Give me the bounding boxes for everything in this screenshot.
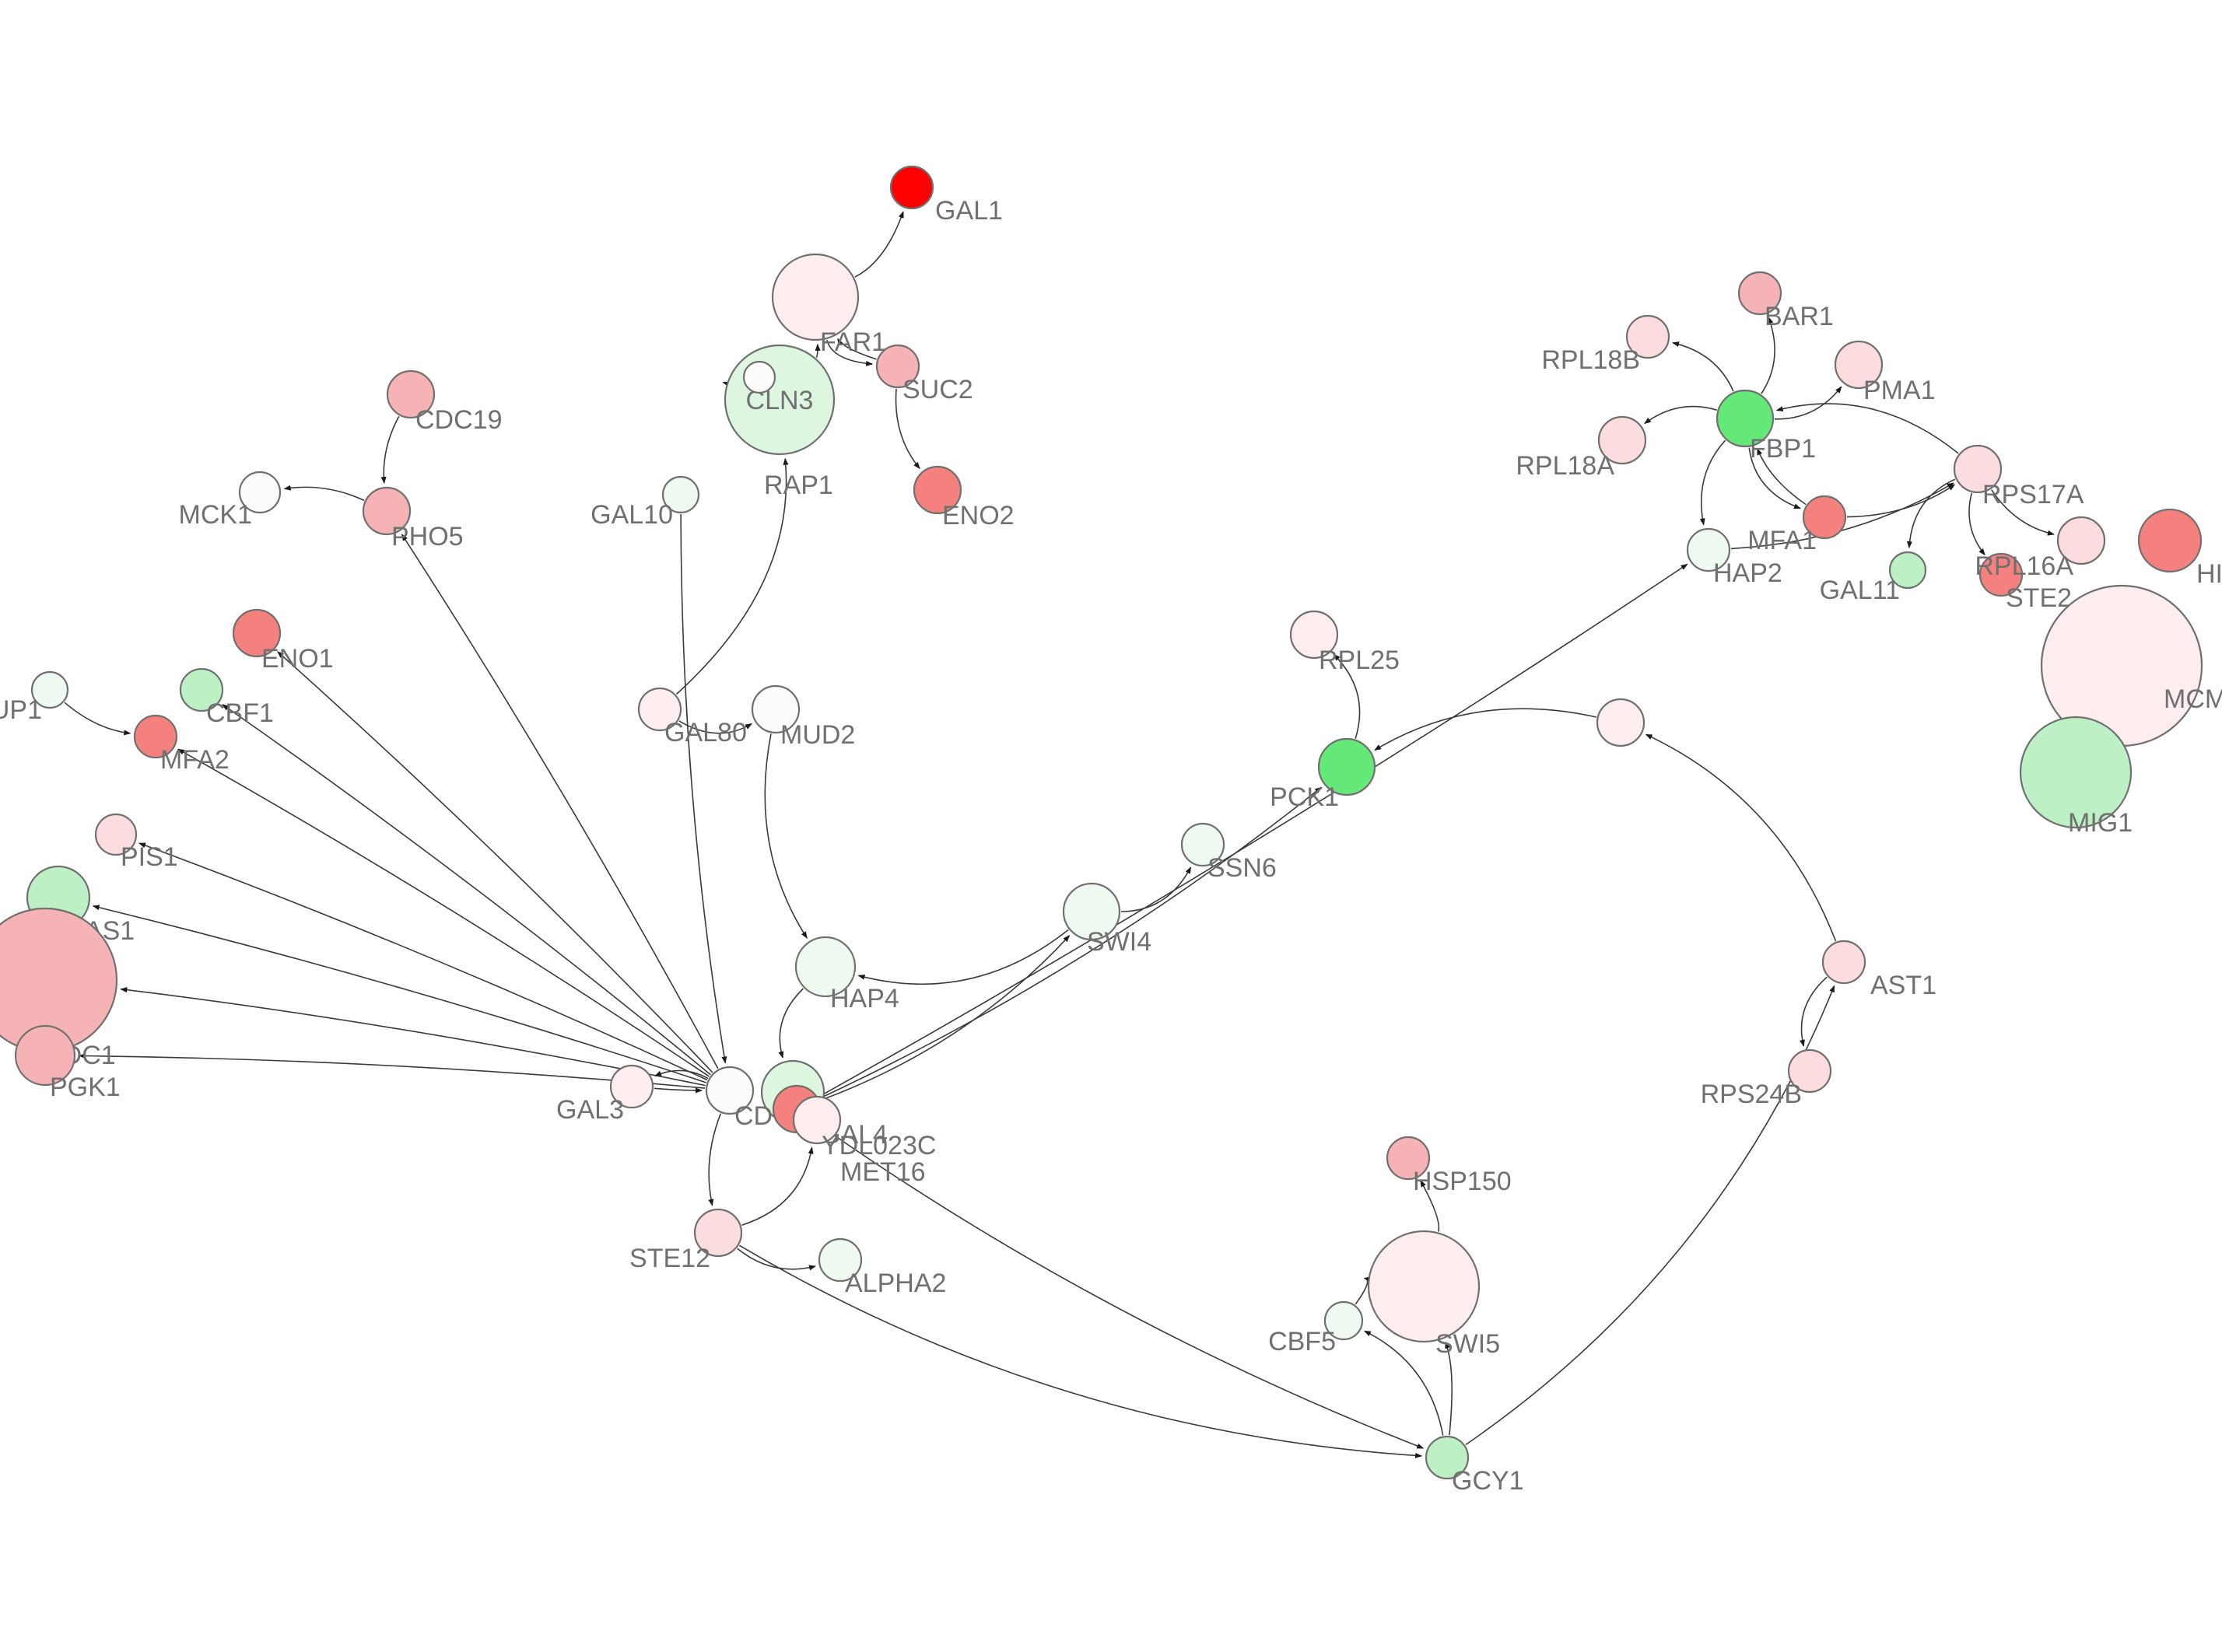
- svg-text:PCK1: PCK1: [1270, 782, 1339, 812]
- svg-text:STE2: STE2: [2006, 583, 2072, 613]
- svg-text:SWI5: SWI5: [1435, 1329, 1500, 1359]
- svg-text:RPS17A: RPS17A: [1982, 480, 2084, 509]
- svg-text:PHO5: PHO5: [391, 522, 464, 551]
- svg-text:RPS24B: RPS24B: [1701, 1080, 1802, 1109]
- svg-text:PMA1: PMA1: [1863, 376, 1936, 405]
- svg-text:MCM1: MCM1: [2164, 684, 2222, 714]
- svg-text:STE12: STE12: [629, 1244, 710, 1273]
- svg-text:BAR1: BAR1: [1765, 302, 1834, 331]
- svg-text:MIG1: MIG1: [2068, 808, 2133, 838]
- svg-text:SSN6: SSN6: [1207, 853, 1277, 883]
- svg-text:MUD2: MUD2: [780, 720, 855, 750]
- svg-text:AST1: AST1: [1870, 971, 1936, 1000]
- svg-text:HAP2: HAP2: [1713, 558, 1782, 588]
- svg-text:RPL18B: RPL18B: [1541, 345, 1640, 375]
- svg-text:TUP1: TUP1: [0, 695, 42, 725]
- svg-text:CDC19: CDC19: [415, 405, 502, 435]
- svg-text:YDL023C: YDL023C: [822, 1131, 936, 1160]
- svg-text:FAR1: FAR1: [820, 327, 886, 357]
- svg-text:HAP4: HAP4: [830, 984, 899, 1013]
- svg-text:ENO1: ENO1: [261, 644, 334, 674]
- svg-text:RPL18A: RPL18A: [1516, 451, 1614, 481]
- svg-text:PIS1: PIS1: [121, 842, 178, 872]
- svg-text:ALPHA2: ALPHA2: [845, 1269, 946, 1298]
- svg-text:FBP1: FBP1: [1750, 434, 1816, 464]
- svg-text:RPL16A: RPL16A: [1975, 551, 2073, 581]
- svg-text:GCY1: GCY1: [1452, 1466, 1524, 1496]
- svg-text:GAL10: GAL10: [591, 500, 673, 530]
- svg-text:RAP1: RAP1: [764, 471, 833, 500]
- svg-text:GAL1: GAL1: [935, 196, 1003, 226]
- svg-text:GAL80: GAL80: [664, 718, 747, 747]
- svg-text:MET16: MET16: [840, 1157, 926, 1187]
- svg-text:GAL11: GAL11: [1820, 576, 1900, 605]
- svg-text:PGK1: PGK1: [50, 1073, 121, 1102]
- svg-text:SWI4: SWI4: [1087, 927, 1151, 957]
- svg-text:SUC2: SUC2: [902, 375, 973, 404]
- svg-text:MCK1: MCK1: [179, 500, 252, 530]
- svg-text:GAL3: GAL3: [556, 1095, 624, 1125]
- svg-text:HIS4: HIS4: [2196, 559, 2222, 589]
- svg-text:HSP150: HSP150: [1413, 1167, 1512, 1196]
- svg-text:MFA2: MFA2: [160, 745, 230, 775]
- svg-text:CBF1: CBF1: [206, 698, 274, 728]
- svg-text:CBF5: CBF5: [1268, 1327, 1336, 1356]
- svg-text:MFA1: MFA1: [1747, 526, 1817, 555]
- svg-text:RPL25: RPL25: [1319, 646, 1400, 675]
- svg-text:ENO2: ENO2: [942, 501, 1015, 530]
